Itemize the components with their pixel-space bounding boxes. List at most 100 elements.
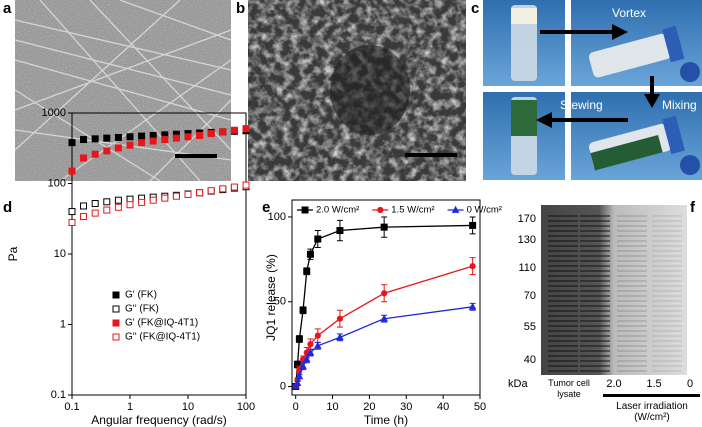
marker xyxy=(91,200,99,208)
legend-label: 0 W/cm² xyxy=(467,205,502,216)
decoration xyxy=(59,59,232,182)
legend-marker xyxy=(112,305,120,313)
marker xyxy=(299,306,307,314)
marker xyxy=(207,187,215,195)
photo-grid: Vortex Stewing Mixing xyxy=(483,0,702,180)
marker xyxy=(219,185,227,193)
marker xyxy=(68,208,76,216)
decoration xyxy=(14,0,181,151)
panel-label: b xyxy=(236,0,245,17)
decoration xyxy=(590,134,663,171)
marker xyxy=(114,196,122,204)
mw-marker: 70 xyxy=(524,290,536,302)
y-tick-label: 1000 xyxy=(42,107,66,119)
marker xyxy=(307,341,314,348)
decoration xyxy=(612,24,628,40)
marker xyxy=(80,213,88,221)
decoration xyxy=(662,115,685,155)
decoration xyxy=(662,25,685,63)
scale-bar xyxy=(405,153,457,157)
marker xyxy=(184,190,192,198)
legend-label: 2.0 W/cm² xyxy=(316,205,359,216)
vial xyxy=(588,115,685,171)
mw-marker: 40 xyxy=(524,354,536,366)
y-tick-label: 100 xyxy=(48,177,66,189)
decoration xyxy=(644,94,660,108)
x-tick-label: 30 xyxy=(400,401,412,413)
decoration xyxy=(14,59,232,121)
marker xyxy=(80,202,88,210)
x-tick-label: 0 xyxy=(293,401,299,413)
marker xyxy=(295,335,303,343)
marker xyxy=(291,382,300,390)
marker xyxy=(303,267,311,275)
lane-label: 2.0 xyxy=(606,378,621,390)
x-axis-title: Angular frequency (rad/s) xyxy=(91,413,226,427)
series-line xyxy=(295,224,473,387)
decoration xyxy=(588,33,671,78)
marker xyxy=(302,355,311,363)
y-tick-label: 100 xyxy=(268,211,286,223)
mw-marker: 170 xyxy=(518,213,536,225)
lane xyxy=(617,212,647,372)
fibers xyxy=(14,0,232,182)
x-tick-label: 40 xyxy=(437,401,449,413)
y-axis-title: Pa xyxy=(6,246,20,261)
series-line xyxy=(295,265,473,387)
x-tick-label: 50 xyxy=(474,401,486,413)
y-tick-label: 0 xyxy=(280,380,286,392)
gel-image xyxy=(541,205,687,375)
marker xyxy=(306,348,315,356)
lane xyxy=(580,212,610,372)
decoration xyxy=(119,0,232,41)
marker xyxy=(149,196,157,204)
y-tick-label: 50 xyxy=(274,296,286,308)
decoration xyxy=(89,0,232,151)
marker xyxy=(299,361,307,370)
marker xyxy=(103,134,111,142)
legend-marker xyxy=(112,291,120,299)
mw-marker: 110 xyxy=(518,262,536,274)
marker xyxy=(336,227,344,235)
cap xyxy=(680,62,700,82)
panel-label: a xyxy=(3,0,12,17)
marker xyxy=(103,198,111,206)
marker xyxy=(172,192,180,200)
marker xyxy=(91,209,99,217)
mw-marker: 130 xyxy=(518,234,536,246)
legend-marker xyxy=(112,333,120,341)
marker xyxy=(469,221,477,229)
x-tick-label: 0.1 xyxy=(64,401,79,413)
unit-label: kDa xyxy=(508,378,528,390)
marker xyxy=(196,131,204,139)
step-label: Stewing xyxy=(560,98,603,112)
group-label: Laser irradiation (W/cm²) xyxy=(616,401,688,423)
step-label: Vortex xyxy=(612,6,646,20)
x-axis-title: Time (h) xyxy=(364,413,408,427)
mw-marker: 55 xyxy=(524,321,536,333)
vial-content xyxy=(511,8,537,24)
marker xyxy=(469,263,476,270)
marker xyxy=(114,133,122,141)
marker xyxy=(172,134,180,142)
marker xyxy=(207,130,215,138)
scale-bar xyxy=(175,154,217,158)
marker xyxy=(68,139,76,147)
legend-marker xyxy=(451,205,460,213)
marker xyxy=(103,206,111,214)
marker xyxy=(381,290,388,297)
decoration xyxy=(536,112,552,128)
marker xyxy=(184,133,192,141)
marker xyxy=(295,372,304,380)
marker xyxy=(314,235,322,243)
tem-image xyxy=(14,0,232,182)
legend-label: G'' (FK) xyxy=(125,304,159,315)
marker xyxy=(138,198,146,206)
legend-marker xyxy=(301,206,309,214)
marker xyxy=(161,136,169,144)
marker xyxy=(336,315,344,322)
panel-label: d xyxy=(3,199,12,216)
marker xyxy=(161,194,169,202)
marker xyxy=(242,181,250,189)
lane-label: Tumor cell lysate xyxy=(548,378,590,399)
